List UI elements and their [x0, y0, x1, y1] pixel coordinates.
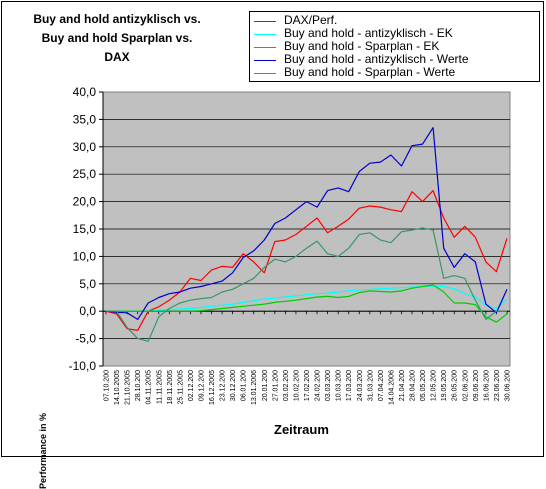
- x-tick-label-29: 28.04.200: [410, 370, 417, 401]
- legend-entry-antizyklisch-werte: Buy and hold - antizyklisch - Werte: [254, 52, 539, 67]
- x-tick-label-12: 30.12.200: [230, 370, 237, 401]
- legend-entry-antizyklisch-ek: Buy and hold - antizyklisch - EK: [254, 26, 539, 41]
- y-tick-label-2: 0,0: [79, 304, 96, 318]
- x-tick-label-37: 23.06.200: [494, 370, 501, 401]
- legend-swatch-sparplan-ek: [254, 47, 276, 48]
- legend-entry-sparplan-werte: Buy and hold - Sparplan - Werte: [254, 65, 539, 80]
- x-tick-label-38: 30.06.200: [505, 370, 512, 401]
- chart-title-line-3: DAX: [104, 50, 130, 64]
- x-tick-label-25: 31.03.200: [367, 370, 374, 401]
- legend-label-antizyklisch-werte: Buy and hold - antizyklisch - Werte: [284, 52, 469, 66]
- x-tick-label-13: 06.01.200: [241, 370, 248, 401]
- y-tick-label-4: 10,0: [73, 249, 97, 263]
- x-tick-label-5: 11.11.2005: [156, 370, 163, 404]
- x-tick-label-0: 07.10.200: [104, 370, 111, 401]
- x-tick-label-28: 21.04.200: [399, 370, 406, 401]
- x-tick-label-36: 16.06.200: [483, 370, 490, 401]
- y-tick-label-1: -5,0: [75, 332, 96, 346]
- chart-title: Buy and hold antizyklisch vs. Buy and ho…: [6, 10, 228, 67]
- legend-label-sparplan-werte: Buy and hold - Sparplan - Werte: [284, 65, 456, 79]
- x-tick-label-17: 03.02.200: [283, 370, 290, 401]
- y-tick-label-0: -10,0: [69, 359, 97, 373]
- x-tick-label-34: 02.06.200: [462, 370, 469, 401]
- y-tick-label-9: 35,0: [73, 112, 97, 126]
- legend-label-sparplan-ek: Buy and hold - Sparplan - EK: [284, 39, 440, 53]
- x-tick-label-30: 05.05.200: [420, 370, 427, 401]
- x-tick-label-1: 14.10.2005: [114, 370, 121, 405]
- y-tick-label-10: 40,0: [73, 85, 97, 99]
- x-tick-label-33: 26.05.200: [452, 370, 459, 401]
- y-tick-label-5: 15,0: [73, 222, 97, 236]
- legend-label-antizyklisch-ek: Buy and hold - antizyklisch - EK: [284, 26, 453, 40]
- x-tick-label-2: 21.10.2005: [125, 370, 132, 405]
- x-tick-label-9: 09.12.200: [198, 370, 205, 401]
- y-tick-label-8: 30,0: [73, 140, 97, 154]
- x-tick-label-15: 20.01.200: [262, 370, 269, 401]
- x-tick-label-20: 24.02.200: [315, 370, 322, 401]
- x-tick-label-24: 24.03.200: [357, 370, 364, 401]
- x-tick-label-21: 03.03.200: [325, 370, 332, 401]
- x-tick-label-26: 07.04.200: [378, 370, 385, 401]
- legend-swatch-sparplan-werte: [254, 73, 276, 74]
- x-tick-label-18: 10.02.200: [293, 370, 300, 401]
- series-line-1: [106, 285, 508, 312]
- x-tick-label-16: 27.01.200: [272, 370, 279, 401]
- x-tick-label-35: 09.06.200: [473, 370, 480, 401]
- y-tick-label-6: 20,0: [73, 195, 97, 209]
- legend-entry-dax: DAX/Perf.: [254, 13, 539, 28]
- legend-entry-sparplan-ek: Buy and hold - Sparplan - EK: [254, 39, 539, 54]
- chart-title-line-2: Buy and hold Sparplan vs.: [41, 31, 193, 45]
- x-tick-label-3: 28.10.200: [135, 370, 142, 401]
- x-tick-label-6: 18.11.2005: [167, 370, 174, 405]
- legend-swatch-dax: [254, 21, 276, 22]
- x-tick-label-32: 19.05.200: [441, 370, 448, 401]
- legend-swatch-antizyklisch-werte: [254, 60, 276, 61]
- series-line-3: [105, 126, 508, 320]
- x-tick-label-27: 14.04.2006: [388, 370, 395, 405]
- x-tick-label-31: 12.05.200: [431, 370, 438, 401]
- x-tick-label-19: 17.02.200: [304, 370, 311, 401]
- y-tick-label-3: 5,0: [79, 277, 96, 291]
- series-line-4: [106, 227, 507, 342]
- x-axis-label: Zeitraum: [274, 422, 329, 437]
- chart-title-line-1: Buy and hold antizyklisch vs.: [33, 12, 201, 26]
- x-tick-label-14: 13.01.2006: [251, 370, 258, 405]
- x-tick-label-10: 16.12.2005: [209, 370, 216, 405]
- series-line-2: [106, 284, 508, 323]
- x-tick-label-11: 23.12.200: [220, 370, 227, 401]
- legend-swatch-antizyklisch-ek: [254, 34, 276, 35]
- x-tick-label-23: 17.03.200: [346, 370, 353, 401]
- plot-svg: -10,0 -5,0 0,0 5,0 10,0 15,0 20,0 25,0 30,0 35,0 4…: [69, 85, 512, 405]
- x-tick-label-22: 10.03.200: [336, 370, 343, 401]
- legend-label-dax: DAX/Perf.: [284, 13, 338, 27]
- x-tick-label-7: 25.11.2005: [177, 370, 184, 405]
- x-tick-label-4: 04.11.2005: [146, 370, 153, 405]
- y-axis-label: Performance in %: [38, 412, 48, 489]
- chart-legend: DAX/Perf. Buy and hold - antizyklisch - …: [249, 11, 540, 82]
- y-tick-label-7: 25,0: [73, 167, 97, 181]
- x-tick-label-8: 02.12.200: [188, 370, 195, 401]
